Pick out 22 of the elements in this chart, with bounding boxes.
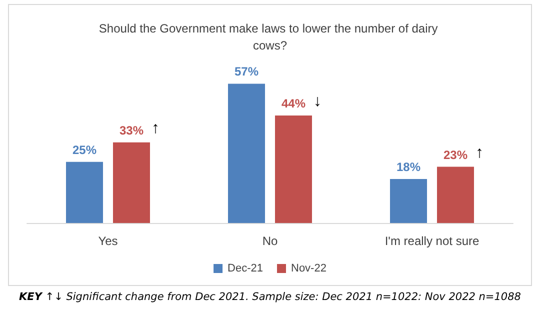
x-tick-label: Yes: [98, 234, 118, 248]
data-label: 18%: [396, 160, 421, 174]
data-label: 57%: [234, 64, 259, 79]
chart-title: Should the Government make laws to lower the number of dairy cows?: [98, 22, 442, 52]
annotation: ↑: [152, 120, 160, 137]
bar: [112, 142, 150, 223]
x-tick-label: No: [262, 234, 278, 248]
bar: [436, 166, 474, 223]
annotation: ↓: [314, 92, 322, 110]
legend-label: Nov-22: [291, 262, 326, 274]
annotation: ↑: [476, 144, 484, 162]
x-tick-label: I'm really not sure: [384, 234, 480, 248]
data-label: 25%: [72, 142, 97, 157]
bar: [390, 179, 428, 223]
text: KEY ↑↓ Significant change from Dec 2021. Sample size: Dec 2021 n=1022: Nov 2022 n=1088: [18, 291, 522, 303]
data-label: 33%: [119, 123, 144, 138]
data-label: 23%: [443, 148, 468, 162]
legend-label: Dec-21: [228, 262, 264, 274]
bar: [274, 115, 312, 223]
bar: [228, 84, 266, 223]
data-label: 44%: [281, 96, 306, 110]
bar: [66, 162, 104, 223]
